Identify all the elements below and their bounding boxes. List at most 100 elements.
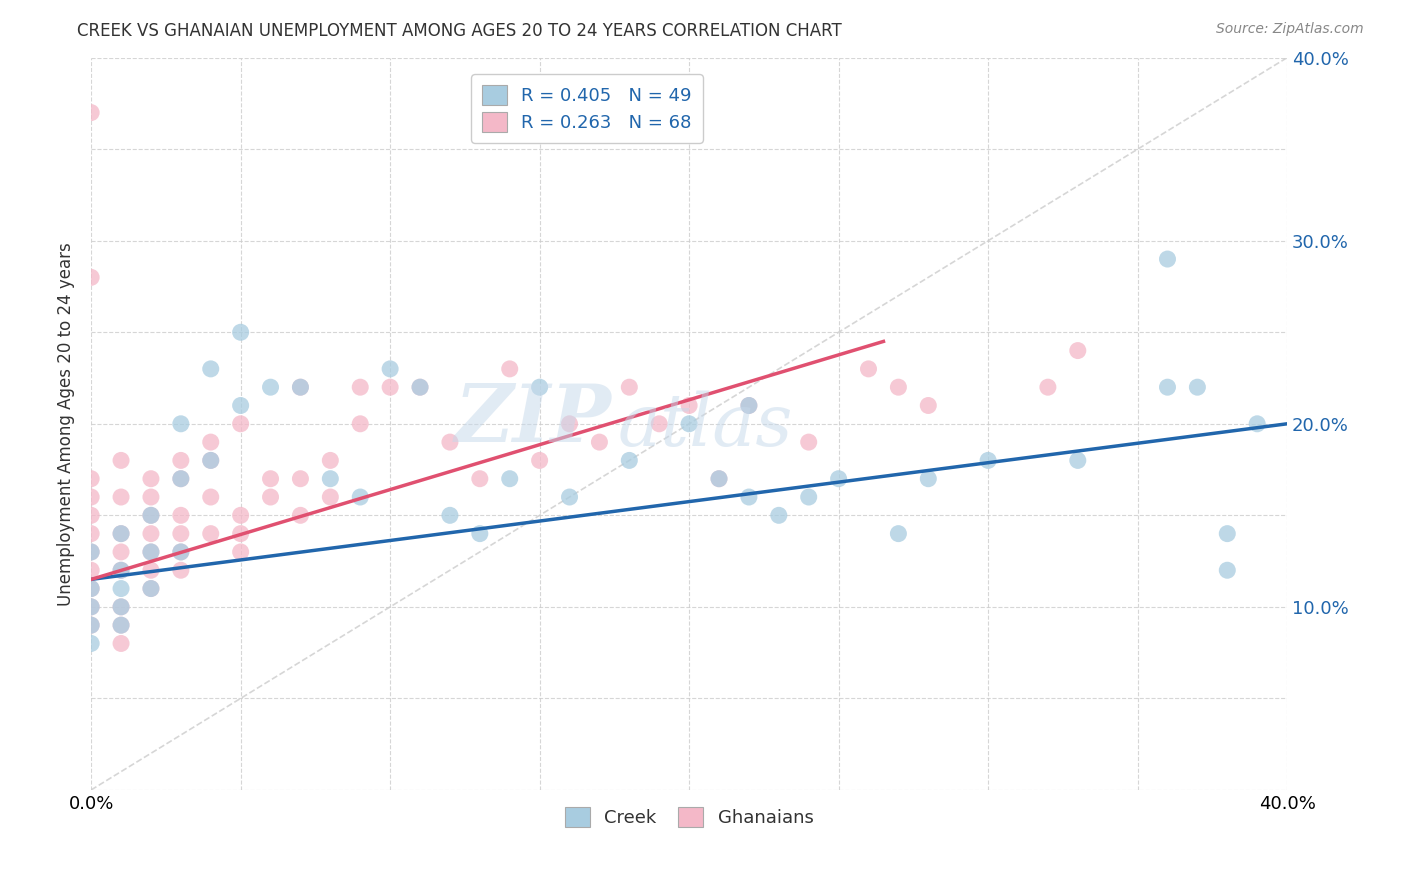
Point [858,362,880,376]
Point [170,417,193,431]
Point [588,435,610,450]
Point [200,435,222,450]
Point [439,435,461,450]
Point [499,472,522,486]
Point [110,453,132,467]
Text: atlas: atlas [617,391,793,461]
Point [707,472,730,486]
Point [200,453,222,467]
Point [110,526,132,541]
Point [110,545,132,559]
Point [80,636,103,650]
Point [619,453,641,467]
Point [1216,526,1239,541]
Point [349,380,371,394]
Point [887,380,910,394]
Point [80,472,103,486]
Text: CREEK VS GHANAIAN UNEMPLOYMENT AMONG AGES 20 TO 24 YEARS CORRELATION CHART: CREEK VS GHANAIAN UNEMPLOYMENT AMONG AGE… [77,22,842,40]
Point [200,526,222,541]
Point [887,526,910,541]
Point [468,526,491,541]
Point [80,490,103,504]
Point [110,599,132,614]
Point [229,545,252,559]
Text: ZIP: ZIP [454,382,612,458]
Point [290,508,312,523]
Point [110,618,132,632]
Point [349,490,371,504]
Point [80,545,103,559]
Point [707,472,730,486]
Point [409,380,432,394]
Point [139,545,162,559]
Point [1156,380,1178,394]
Point [80,582,103,596]
Point [648,417,671,431]
Point [738,399,761,413]
Point [170,545,193,559]
Point [378,362,401,376]
Point [738,490,761,504]
Point [678,417,700,431]
Point [558,417,581,431]
Point [977,453,1000,467]
Point [170,545,193,559]
Point [768,508,790,523]
Point [290,472,312,486]
Point [229,399,252,413]
Point [409,380,432,394]
Point [139,582,162,596]
Point [110,490,132,504]
Point [80,270,103,285]
Point [110,618,132,632]
Point [110,636,132,650]
Point [80,582,103,596]
Point [110,582,132,596]
Point [917,472,939,486]
Point [290,380,312,394]
Point [139,526,162,541]
Point [139,490,162,504]
Point [619,380,641,394]
Point [468,472,491,486]
Point [1187,380,1209,394]
Point [290,380,312,394]
Point [170,453,193,467]
Point [1036,380,1059,394]
Point [200,362,222,376]
Point [678,399,700,413]
Point [319,472,342,486]
Point [80,105,103,120]
Point [319,453,342,467]
Point [1216,563,1239,577]
Point [229,325,252,339]
Point [139,508,162,523]
Point [110,563,132,577]
Point [558,490,581,504]
Point [170,508,193,523]
Point [797,435,820,450]
Point [110,599,132,614]
Point [529,453,551,467]
Point [110,526,132,541]
Point [80,526,103,541]
Point [139,508,162,523]
Point [439,508,461,523]
Point [319,490,342,504]
Point [529,380,551,394]
Point [1156,252,1178,266]
Point [1246,417,1268,431]
Point [917,399,939,413]
Point [80,599,103,614]
Point [80,599,103,614]
Point [80,508,103,523]
Point [259,490,281,504]
Point [139,545,162,559]
Point [499,362,522,376]
Point [229,417,252,431]
Point [229,508,252,523]
Point [139,472,162,486]
Point [797,490,820,504]
Y-axis label: Unemployment Among Ages 20 to 24 years: Unemployment Among Ages 20 to 24 years [58,242,75,606]
Point [349,417,371,431]
